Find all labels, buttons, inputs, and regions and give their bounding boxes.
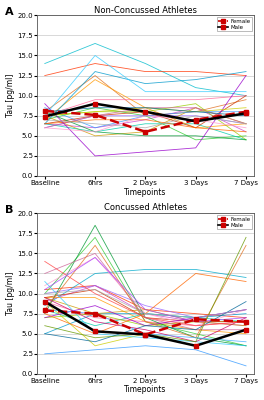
Legend: Female, Male: Female, Male xyxy=(217,17,252,32)
Title: Concussed Athletes: Concussed Athletes xyxy=(104,204,187,212)
Text: A: A xyxy=(5,7,13,17)
Y-axis label: Tau [pg/ml]: Tau [pg/ml] xyxy=(6,272,15,315)
Y-axis label: Tau [pg/ml]: Tau [pg/ml] xyxy=(6,74,15,117)
X-axis label: Timepoints: Timepoints xyxy=(124,386,167,394)
X-axis label: Timepoints: Timepoints xyxy=(124,188,167,196)
Legend: Female, Male: Female, Male xyxy=(217,215,252,229)
Text: B: B xyxy=(5,205,13,215)
Title: Non-Concussed Athletes: Non-Concussed Athletes xyxy=(94,6,197,14)
